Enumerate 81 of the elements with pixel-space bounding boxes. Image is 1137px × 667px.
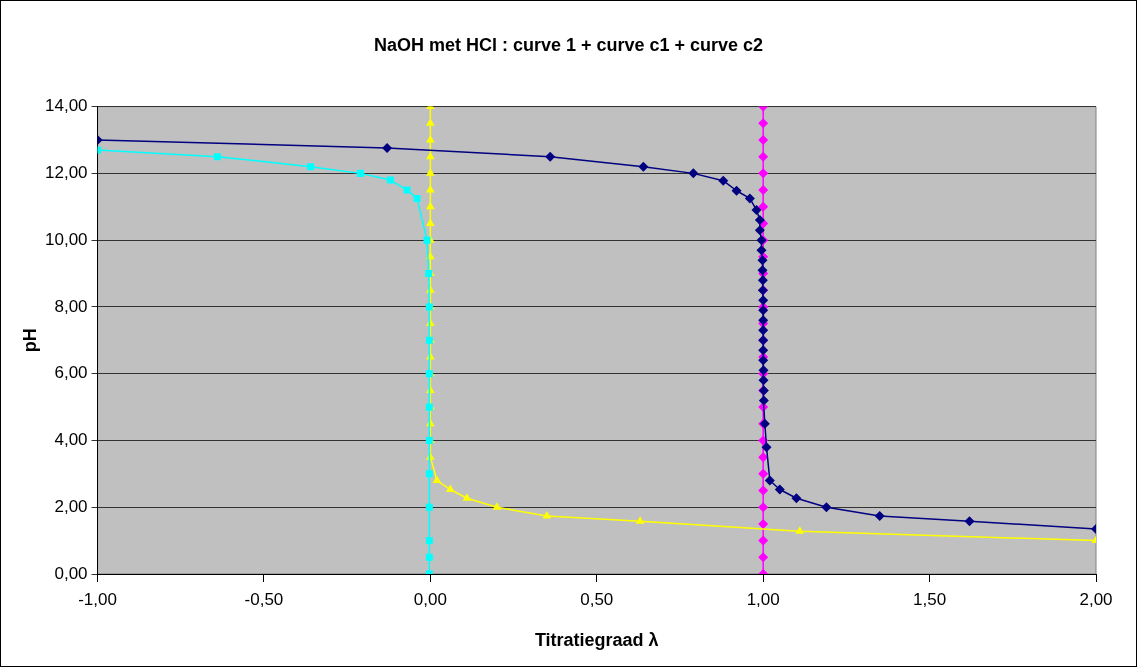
point <box>462 493 472 501</box>
point <box>758 375 769 386</box>
point <box>756 245 767 256</box>
x-tick-label: -1,00 <box>78 589 117 609</box>
point <box>758 185 769 196</box>
point <box>758 134 769 145</box>
x-tick-label: 1,50 <box>913 589 947 609</box>
point <box>213 153 221 161</box>
x-axis-title: Titratiegraad λ <box>534 630 659 651</box>
point <box>731 185 742 196</box>
point <box>758 518 769 529</box>
point <box>425 537 433 545</box>
point <box>758 118 769 129</box>
point <box>758 325 769 336</box>
y-tick-label: 0,00 <box>54 563 88 583</box>
point <box>426 185 435 193</box>
point <box>964 516 975 527</box>
chart-title: NaOH met HCl : curve 1 + curve c1 + curve c2 <box>373 34 764 55</box>
point <box>426 218 435 226</box>
point <box>426 151 435 160</box>
point <box>874 510 885 521</box>
point <box>432 475 442 484</box>
y-tick-label: 4,00 <box>54 430 88 450</box>
point <box>425 553 433 561</box>
point <box>382 143 393 153</box>
point <box>764 475 775 486</box>
y-tick-label: 2,00 <box>54 496 88 516</box>
point <box>356 169 364 177</box>
point <box>758 468 769 479</box>
point <box>754 225 765 236</box>
point <box>426 134 435 143</box>
y-tick-label: 14,00 <box>44 96 88 116</box>
point <box>426 168 435 176</box>
point <box>492 502 502 510</box>
point <box>795 526 805 534</box>
x-tick-label: -0,50 <box>244 589 284 609</box>
y-tick-label: 12,00 <box>44 163 88 183</box>
point <box>758 295 769 306</box>
point <box>426 201 435 210</box>
point <box>425 470 433 478</box>
point <box>758 552 769 563</box>
point <box>758 201 769 212</box>
point <box>425 503 433 511</box>
point <box>403 186 411 194</box>
point <box>426 118 435 126</box>
point <box>545 151 556 162</box>
point <box>758 485 769 496</box>
point <box>413 194 421 202</box>
point <box>758 345 769 356</box>
point <box>744 193 755 204</box>
point <box>423 236 431 244</box>
point <box>386 176 394 184</box>
point <box>751 205 762 216</box>
x-tick-label: 2,00 <box>1079 589 1113 609</box>
y-tick-label: 10,00 <box>44 229 88 249</box>
y-axis-title: pH <box>19 328 40 353</box>
point <box>754 215 765 226</box>
point <box>758 535 769 546</box>
point <box>758 395 769 406</box>
point <box>446 484 455 493</box>
y-tick-label: 6,00 <box>54 363 88 383</box>
point <box>688 168 699 179</box>
point <box>758 151 769 162</box>
point <box>635 516 645 524</box>
point <box>638 161 649 172</box>
point <box>821 502 832 513</box>
point <box>757 275 768 286</box>
point <box>758 168 769 179</box>
point <box>774 484 785 495</box>
point <box>757 255 768 266</box>
y-tick-label: 8,00 <box>54 296 88 316</box>
x-tick-label: 1,00 <box>746 589 780 609</box>
point <box>758 305 769 316</box>
x-tick-label: 0,50 <box>580 589 614 609</box>
point <box>758 355 769 366</box>
point <box>758 502 769 513</box>
x-tick-label: 0,00 <box>413 589 447 609</box>
point <box>718 175 729 186</box>
point <box>761 442 772 453</box>
point <box>307 163 315 171</box>
point <box>791 493 802 504</box>
